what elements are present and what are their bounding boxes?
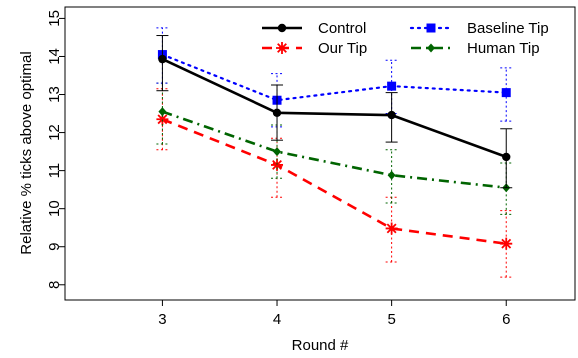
data-point-human-tip-shape	[273, 147, 282, 157]
y-tick-label: 10	[46, 200, 63, 217]
data-point-our-tip-shape	[500, 237, 513, 250]
data-point-control	[158, 54, 167, 64]
data-point-our-tip-shape	[385, 222, 398, 235]
legend-item-baseline-tip: Baseline Tip	[409, 20, 549, 37]
y-tick-label: 9	[46, 243, 63, 251]
x-axis-title: Round #	[292, 337, 349, 354]
data-point-control	[387, 110, 396, 120]
legend-marker-shape	[276, 42, 288, 54]
y-tick-label: 12	[46, 124, 63, 141]
data-point-our-tip	[156, 113, 169, 126]
series-layer	[156, 27, 513, 278]
y-tick-label: 15	[46, 10, 63, 27]
legend-marker	[427, 43, 435, 53]
data-point-our-tip	[385, 222, 398, 235]
series-line-baseline-tip	[161, 53, 508, 102]
series-line-our-tip	[161, 118, 507, 245]
data-point-control-shape	[387, 110, 396, 120]
data-point-baseline-tip	[501, 88, 511, 98]
y-tick-label: 14	[46, 48, 63, 65]
series-control	[156, 35, 513, 189]
legend-marker-shape	[427, 43, 435, 53]
y-axis-title: Relative % ticks above optimal	[18, 51, 35, 254]
data-point-control	[502, 152, 511, 162]
data-point-human-tip-shape	[387, 170, 396, 180]
x-tick-label: 6	[502, 311, 510, 328]
legend-label: Human Tip	[467, 40, 540, 57]
legend-item-our-tip: Our Tip	[262, 40, 367, 57]
data-point-control-shape	[502, 152, 511, 162]
series-line-control	[161, 57, 507, 159]
data-point-baseline-tip	[387, 81, 397, 91]
legend-item-human-tip: Human Tip	[411, 40, 540, 57]
x-tick-label: 3	[158, 311, 166, 328]
data-point-baseline-tip-shape	[501, 88, 511, 98]
data-point-control-shape	[272, 108, 282, 117]
y-axis: 8 9 10 11 12 13 14 15	[46, 10, 65, 289]
series-our-tip	[156, 88, 513, 278]
data-point-human-tip	[387, 170, 396, 180]
legend-label: Our Tip	[318, 40, 367, 57]
data-point-our-tip	[500, 237, 513, 250]
x-tick-label: 5	[387, 311, 395, 328]
legend-marker	[277, 23, 287, 33]
data-point-control	[272, 108, 282, 117]
data-point-control-shape	[158, 54, 167, 64]
series-line-human-tip	[161, 110, 507, 189]
data-point-our-tip	[271, 158, 284, 171]
data-point-human-tip	[273, 147, 282, 157]
data-point-baseline-tip-shape	[387, 81, 397, 91]
legend-marker-shape	[277, 23, 287, 33]
x-axis: 3 4 5 6	[158, 300, 510, 328]
legend-marker	[276, 42, 288, 54]
legend-label: Baseline Tip	[467, 20, 549, 37]
data-point-our-tip-shape	[271, 158, 284, 171]
legend-item-control: Control	[262, 20, 366, 37]
plot-frame	[64, 6, 576, 301]
legend-label: Control	[318, 20, 366, 37]
legend-marker-shape	[426, 23, 436, 33]
legend-marker	[426, 23, 436, 33]
series-human-tip	[156, 82, 513, 215]
data-point-human-tip	[158, 107, 167, 117]
data-point-our-tip-shape	[156, 113, 169, 126]
y-tick-label: 8	[46, 281, 63, 289]
x-tick-label: 4	[273, 311, 281, 328]
error-bar-baseline-tip	[500, 67, 513, 122]
legend: Control Our Tip Baseline Tip Human Tip	[262, 20, 549, 57]
y-tick-label: 13	[46, 86, 63, 103]
error-bar-human-tip	[385, 149, 398, 204]
data-point-human-tip-shape	[158, 107, 167, 117]
y-tick-label: 11	[46, 163, 63, 179]
